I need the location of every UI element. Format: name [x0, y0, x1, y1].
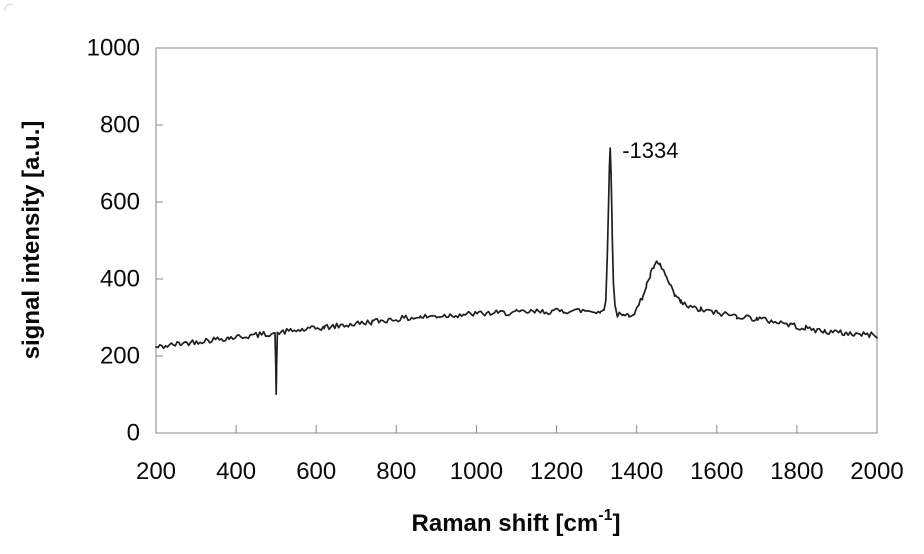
x-tick-label: 600	[296, 458, 336, 485]
y-tick-label: 1000	[87, 35, 140, 62]
x-axis-tick-labels: 200 400 600 800 1000 1200 1400 1600 1800 2000	[136, 458, 904, 485]
y-tick-label: 0	[127, 420, 140, 447]
x-tick-label: 2000	[850, 458, 903, 485]
peak-annotation-label: -1334	[622, 138, 678, 163]
x-tick-label: 1600	[690, 458, 743, 485]
y-axis-title: signal intensity [a.u.]	[18, 121, 45, 360]
spectrum-line	[155, 147, 878, 396]
x-tick-label: 800	[376, 458, 416, 485]
x-tick-label: 1200	[530, 458, 583, 485]
x-tick-label: 400	[216, 458, 256, 485]
y-tick-label: 800	[100, 112, 140, 139]
x-tick-label: 200	[136, 458, 176, 485]
y-tick-label: 600	[100, 189, 140, 216]
x-tick-label: 1400	[610, 458, 663, 485]
y-tick-label: 400	[100, 266, 140, 293]
x-axis-title-superscript: -1	[598, 507, 612, 524]
plot-frame	[155, 47, 878, 434]
x-tick-label: 1000	[450, 458, 503, 485]
x-axis-title: Raman shift [cm-1]	[412, 507, 621, 537]
corner-artifact	[3, 3, 14, 12]
x-axis-ticks	[235, 425, 798, 433]
x-tick-label: 1800	[770, 458, 823, 485]
y-axis-tick-labels: 0 200 400 600 800 1000	[87, 35, 140, 447]
y-axis-ticks	[156, 124, 163, 357]
x-axis-title-main: Raman shift [cm	[412, 510, 599, 537]
x-axis-title-close-bracket: ]	[612, 510, 620, 537]
y-tick-label: 200	[100, 343, 140, 370]
